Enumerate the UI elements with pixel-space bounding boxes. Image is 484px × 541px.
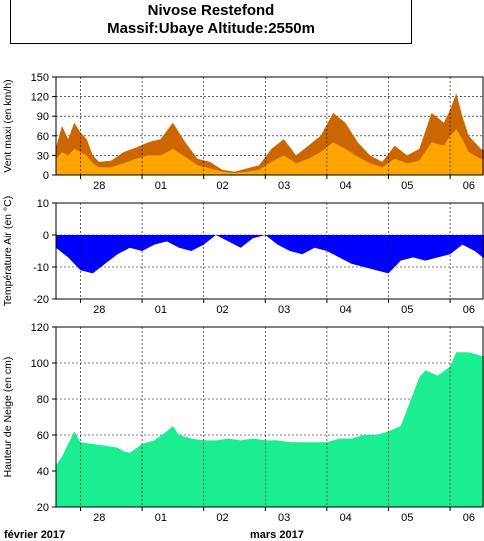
panel-2: -20-100102801020304050607Température Air…	[2, 196, 484, 316]
x-tick-label: 02	[216, 180, 228, 192]
x-tick-label: 02	[216, 512, 228, 524]
x-tick-label: 02	[216, 304, 228, 316]
panel-frame	[55, 202, 484, 300]
wind-mean-area	[55, 129, 484, 175]
y-axis-label: Température Air (en °C)	[2, 196, 14, 306]
x-tick-label: 28	[93, 304, 105, 316]
y-axis-label: Vent maxi (en km/h)	[2, 79, 14, 172]
panel-frame	[55, 76, 484, 176]
x-tick-label: 05	[401, 304, 413, 316]
title-box: Nivose Restefond Massif:Ubaye Altitude:2…	[10, 0, 412, 44]
x-tick-label: 04	[340, 304, 352, 316]
x-tick-label: 05	[401, 512, 413, 524]
x-tick-label: 03	[278, 304, 290, 316]
y-tick-label: 100	[31, 358, 49, 370]
x-tick-label: 06	[463, 512, 475, 524]
y-tick-label: 10	[37, 198, 49, 210]
month-label-march: mars 2017	[250, 529, 304, 541]
month-label-february: février 2017	[4, 529, 65, 541]
x-tick-label: 01	[155, 304, 167, 316]
x-tick-label: 28	[93, 512, 105, 524]
y-tick-label: 120	[31, 92, 49, 104]
chart-title: Nivose Restefond	[147, 2, 275, 19]
x-tick-label: 01	[155, 180, 167, 192]
y-tick-label: 40	[37, 466, 49, 478]
y-tick-label: 90	[37, 111, 49, 123]
x-tick-label: 28	[93, 180, 105, 192]
x-tick-label: 01	[155, 512, 167, 524]
x-tick-label: 06	[463, 304, 475, 316]
y-tick-label: 20	[37, 502, 49, 514]
y-axis-label: Hauteur de Neige (en cm)	[2, 357, 14, 478]
x-tick-label: 03	[278, 180, 290, 192]
y-tick-label: 0	[43, 230, 49, 242]
x-tick-label: 03	[278, 512, 290, 524]
y-tick-label: 30	[37, 150, 49, 162]
chart-subtitle: Massif:Ubaye Altitude:2550m	[107, 20, 315, 37]
y-tick-label: 150	[31, 72, 49, 84]
x-tick-label: 06	[463, 180, 475, 192]
y-tick-label: 60	[37, 430, 49, 442]
y-tick-label: 0	[43, 170, 49, 182]
y-tick-label: 60	[37, 131, 49, 143]
y-tick-label: -20	[33, 294, 49, 306]
y-tick-label: -10	[33, 262, 49, 274]
panel-3: 204060801001202801020304050607Hauteur de…	[2, 322, 484, 524]
temperature-area	[55, 235, 484, 274]
panel-1: 03060901201502801020304050607Vent maxi (…	[2, 72, 484, 192]
y-tick-label: 80	[37, 394, 49, 406]
panel-frame	[55, 326, 484, 508]
x-tick-label: 05	[401, 180, 413, 192]
x-tick-label: 04	[340, 180, 352, 192]
x-tick-label: 04	[340, 512, 352, 524]
y-tick-label: 120	[31, 322, 49, 334]
snow-depth-area	[55, 352, 484, 507]
